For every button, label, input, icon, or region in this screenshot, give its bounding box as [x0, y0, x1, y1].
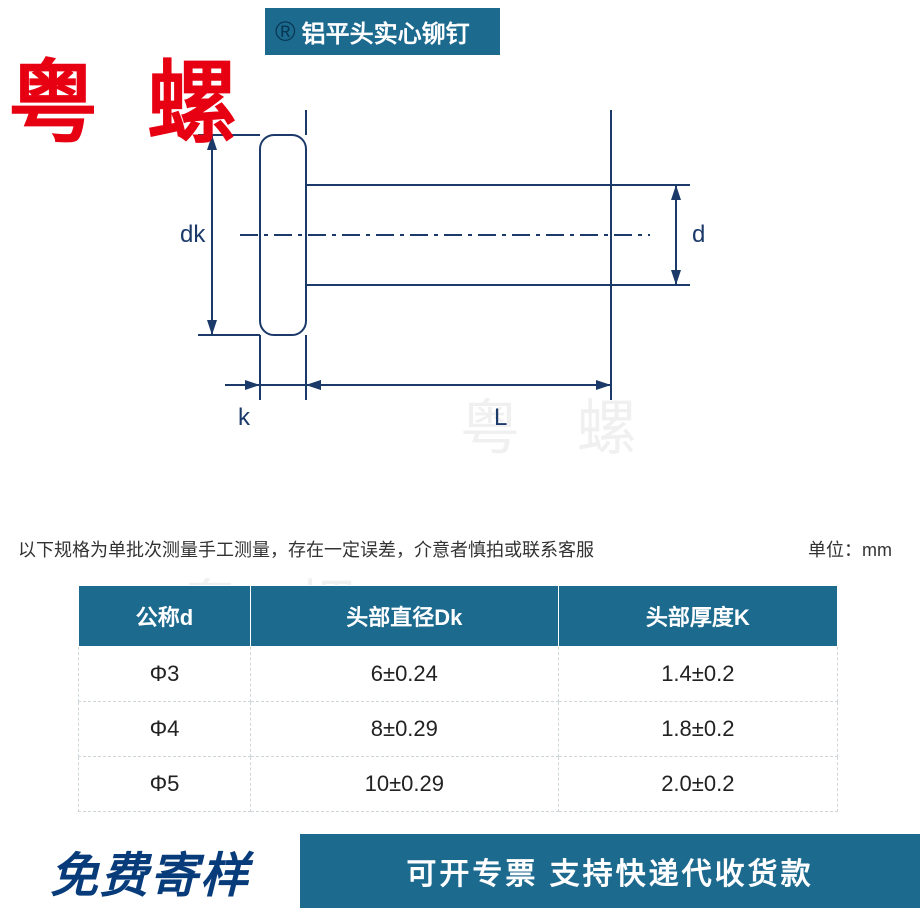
col-k: 头部厚度K — [558, 586, 837, 647]
table-row: Φ5 10±0.29 2.0±0.2 — [79, 757, 838, 812]
brand-overlay: 粤 螺 — [8, 30, 249, 160]
label-L: L — [494, 404, 507, 431]
table-row: Φ4 8±0.29 1.8±0.2 — [79, 702, 838, 757]
title-text: 铝平头实心铆钉 — [302, 14, 470, 49]
table-row: Φ3 6±0.24 1.4±0.2 — [79, 647, 838, 702]
spec-table: 公称d 头部直径Dk 头部厚度K Φ3 6±0.24 1.4±0.2 Φ4 8±… — [78, 585, 838, 812]
label-k: k — [238, 404, 251, 431]
registered-icon: ® — [275, 16, 296, 48]
measurement-note: 以下规格为单批次测量手工测量，存在一定误差，介意者慎拍或联系客服 — [18, 536, 594, 562]
title-banner: ® 铝平头实心铆钉 — [265, 8, 500, 55]
footer: 免费寄样 可开专票 支持快递代收货款 — [0, 834, 920, 908]
free-sample-label: 免费寄样 — [0, 834, 300, 908]
label-d: d — [692, 221, 705, 248]
label-dk: dk — [180, 221, 206, 248]
service-label: 可开专票 支持快递代收货款 — [300, 834, 920, 908]
col-dk: 头部直径Dk — [251, 586, 559, 647]
table-header-row: 公称d 头部直径Dk 头部厚度K — [79, 586, 838, 647]
unit-label: 单位：mm — [808, 536, 892, 562]
col-d: 公称d — [79, 586, 251, 647]
